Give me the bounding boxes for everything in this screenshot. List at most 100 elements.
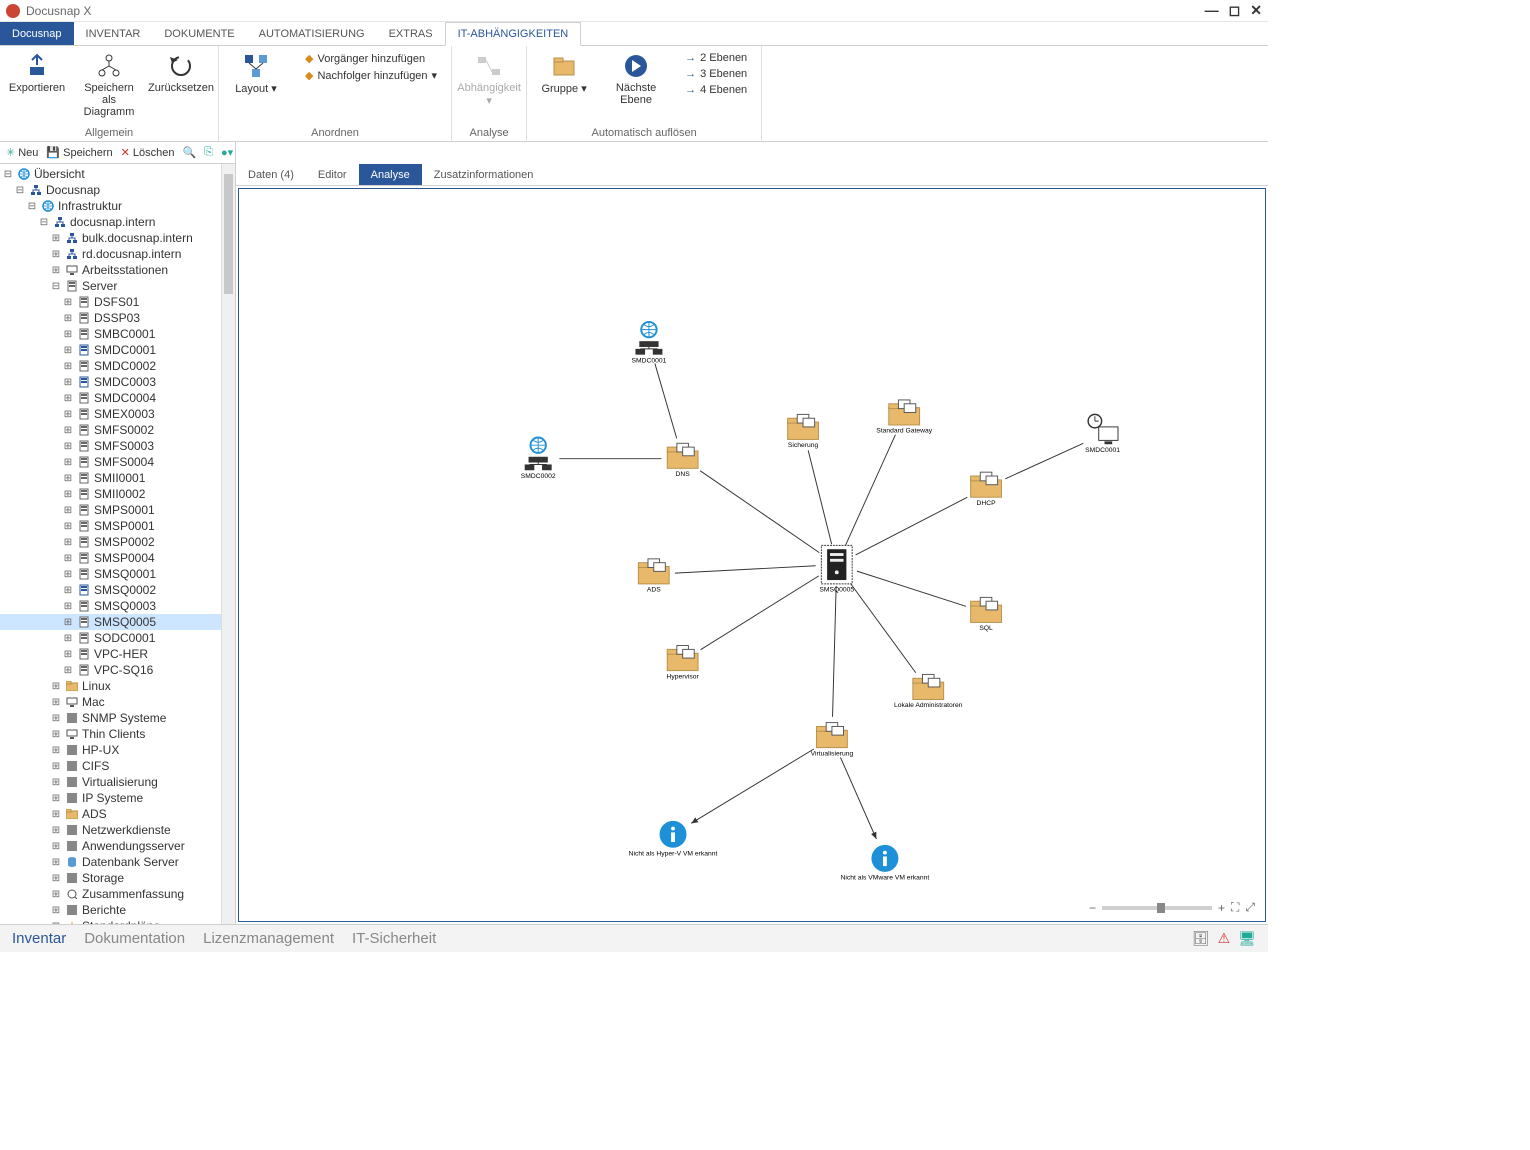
diagram-node[interactable]: Lokale Administratoren	[894, 674, 963, 709]
tree-node[interactable]: ⊞SMSQ0003	[0, 598, 235, 614]
tree-scrollbar[interactable]	[221, 164, 235, 924]
expand-icon[interactable]: ⊞	[50, 809, 62, 820]
expand-icon[interactable]: ⊞	[62, 633, 74, 644]
tree-node[interactable]: ⊞SMSP0002	[0, 534, 235, 550]
ribbon-tab-it-abhängigkeiten[interactable]: IT-ABHÄNGIGKEITEN	[445, 22, 582, 46]
expand-icon[interactable]: ⊞	[62, 409, 74, 420]
tree-node[interactable]: ⊞DSSP03	[0, 310, 235, 326]
expand-icon[interactable]: ⊞	[50, 889, 62, 900]
diagram-node[interactable]: DHCP	[971, 472, 1002, 507]
expand-icon[interactable]: ⊞	[62, 569, 74, 580]
maximize-button[interactable]: ◻	[1229, 2, 1241, 19]
group-button[interactable]: Gruppe ▾	[533, 48, 595, 95]
dependency-diagram[interactable]: SMSQ0005SMDC0001SMDC0002DNSSicherungStan…	[239, 189, 1265, 921]
minimize-button[interactable]: —	[1205, 2, 1219, 19]
tree-node[interactable]: ⊞SMBC0001	[0, 326, 235, 342]
expand-icon[interactable]: ⊞	[62, 489, 74, 500]
expand-icon[interactable]: ⊞	[62, 601, 74, 612]
tree-node[interactable]: ⊞Storage	[0, 870, 235, 886]
expand-icon[interactable]: ⊞	[50, 761, 62, 772]
navigation-tree[interactable]: ⊟Übersicht⊟Docusnap⊟Infrastruktur⊟docusn…	[0, 164, 235, 924]
diagram-node[interactable]: SMDC0001	[632, 322, 667, 364]
zoom-out-button[interactable]: −	[1089, 901, 1096, 915]
expand-icon[interactable]: ⊞	[62, 505, 74, 516]
tree-node[interactable]: ⊞SMEX0003	[0, 406, 235, 422]
expand-icon[interactable]: ⊞	[50, 793, 62, 804]
tree-node[interactable]: ⊞Datenbank Server	[0, 854, 235, 870]
expand-icon[interactable]: ⊟	[2, 169, 14, 180]
add-successor-button[interactable]: ◆Nachfolger hinzufügen ▾	[305, 69, 437, 82]
tree-node[interactable]: ⊞SMFS0003	[0, 438, 235, 454]
expand-icon[interactable]: ⊞	[50, 921, 62, 925]
expand-icon[interactable]: ⊞	[62, 537, 74, 548]
diagram-node[interactable]: DNS	[667, 443, 698, 478]
tree-node[interactable]: ⊞VPC-HER	[0, 646, 235, 662]
expand-icon[interactable]: ⊞	[50, 777, 62, 788]
ribbon-tab-extras[interactable]: EXTRAS	[377, 22, 445, 45]
tree-node[interactable]: ⊞Arbeitsstationen	[0, 262, 235, 278]
tree-node[interactable]: ⊞SMFS0004	[0, 454, 235, 470]
ribbon-tab-file[interactable]: Docusnap	[0, 22, 74, 45]
tree-node[interactable]: ⊞ADS	[0, 806, 235, 822]
tree-node[interactable]: ⊞SMDC0004	[0, 390, 235, 406]
expand-icon[interactable]: ⊞	[62, 441, 74, 452]
tree-node[interactable]: ⊞HP-UX	[0, 742, 235, 758]
tree-node[interactable]: ⊞VPC-SQ16	[0, 662, 235, 678]
diagram-canvas[interactable]: SMSQ0005SMDC0001SMDC0002DNSSicherungStan…	[238, 188, 1266, 922]
diagram-node[interactable]: SMDC0001	[1085, 414, 1120, 454]
expand-icon[interactable]: ⊞	[62, 329, 74, 340]
tree-node[interactable]: ⊞IP Systeme	[0, 790, 235, 806]
expand-icon[interactable]: ⊞	[62, 345, 74, 356]
tree-node[interactable]: ⊞Berichte	[0, 902, 235, 918]
tree-node[interactable]: ⊞SODC0001	[0, 630, 235, 646]
tree-node[interactable]: ⊞SMDC0003	[0, 374, 235, 390]
expand-icon[interactable]: ⊞	[62, 521, 74, 532]
tree-node[interactable]: ⊟Infrastruktur	[0, 198, 235, 214]
reset-button[interactable]: Zurücksetzen	[150, 48, 212, 94]
expand-icon[interactable]: ⊞	[62, 425, 74, 436]
expand-icon[interactable]: ⊞	[50, 857, 62, 868]
tree-node[interactable]: ⊞SMSQ0005	[0, 614, 235, 630]
expand-icon[interactable]: ⊟	[50, 281, 62, 292]
tree-node[interactable]: ⊞SMFS0002	[0, 422, 235, 438]
expand-icon[interactable]: ⊞	[50, 729, 62, 740]
filter-button[interactable]: ⎘	[204, 146, 213, 159]
diagram-node[interactable]: Virtualisierung	[811, 723, 854, 758]
tree-node[interactable]: ⊞SMII0002	[0, 486, 235, 502]
ribbon-tab-dokumente[interactable]: DOKUMENTE	[152, 22, 246, 45]
content-tab-0[interactable]: Daten (4)	[236, 164, 306, 185]
next-level-button[interactable]: Nächste Ebene	[605, 48, 667, 106]
levels-3-button[interactable]: →3 Ebenen	[685, 68, 747, 80]
tree-node[interactable]: ⊞DSFS01	[0, 294, 235, 310]
tree-node[interactable]: ⊞rd.docusnap.intern	[0, 246, 235, 262]
expand-icon[interactable]: ⊞	[50, 249, 62, 260]
tree-node[interactable]: ⊟Übersicht	[0, 166, 235, 182]
diagram-node[interactable]: SMDC0002	[521, 437, 556, 479]
expand-icon[interactable]: ⊟	[26, 201, 38, 212]
tree-node[interactable]: ⊞SMSP0001	[0, 518, 235, 534]
tree-node[interactable]: ⊞SMPS0001	[0, 502, 235, 518]
diagram-node[interactable]: ADS	[638, 559, 669, 594]
diagram-node[interactable]: Standard Gateway	[876, 400, 932, 435]
tree-node[interactable]: ⊞SMDC0002	[0, 358, 235, 374]
expand-icon[interactable]: ⊞	[62, 393, 74, 404]
delete-button[interactable]: ✕Löschen	[121, 146, 175, 159]
content-tab-2[interactable]: Analyse	[359, 164, 422, 185]
levels-4-button[interactable]: →4 Ebenen	[685, 84, 747, 96]
export-button[interactable]: Exportieren	[6, 48, 68, 94]
expand-icon[interactable]: ⊞	[50, 873, 62, 884]
content-tab-3[interactable]: Zusatzinformationen	[422, 164, 546, 185]
diagram-node[interactable]: Nicht als Hyper-V VM erkannt	[629, 821, 718, 858]
expand-icon[interactable]: ⊞	[62, 665, 74, 676]
expand-icon[interactable]: ⊞	[62, 473, 74, 484]
zoom-slider[interactable]	[1102, 906, 1212, 910]
expand-icon[interactable]: ⊞	[50, 745, 62, 756]
expand-icon[interactable]: ⊞	[50, 681, 62, 692]
ribbon-tab-automatisierung[interactable]: AUTOMATISIERUNG	[247, 22, 377, 45]
diagram-node[interactable]: SMSQ0005	[819, 545, 854, 593]
expand-icon[interactable]: ⊟	[14, 185, 26, 196]
diagram-node[interactable]: Nicht als VMware VM erkannt	[841, 845, 930, 882]
save-as-diagram-button[interactable]: Speichern als Diagramm	[78, 48, 140, 118]
expand-icon[interactable]: ⊞	[62, 617, 74, 628]
tree-node[interactable]: ⊞Standardpläne	[0, 918, 235, 924]
